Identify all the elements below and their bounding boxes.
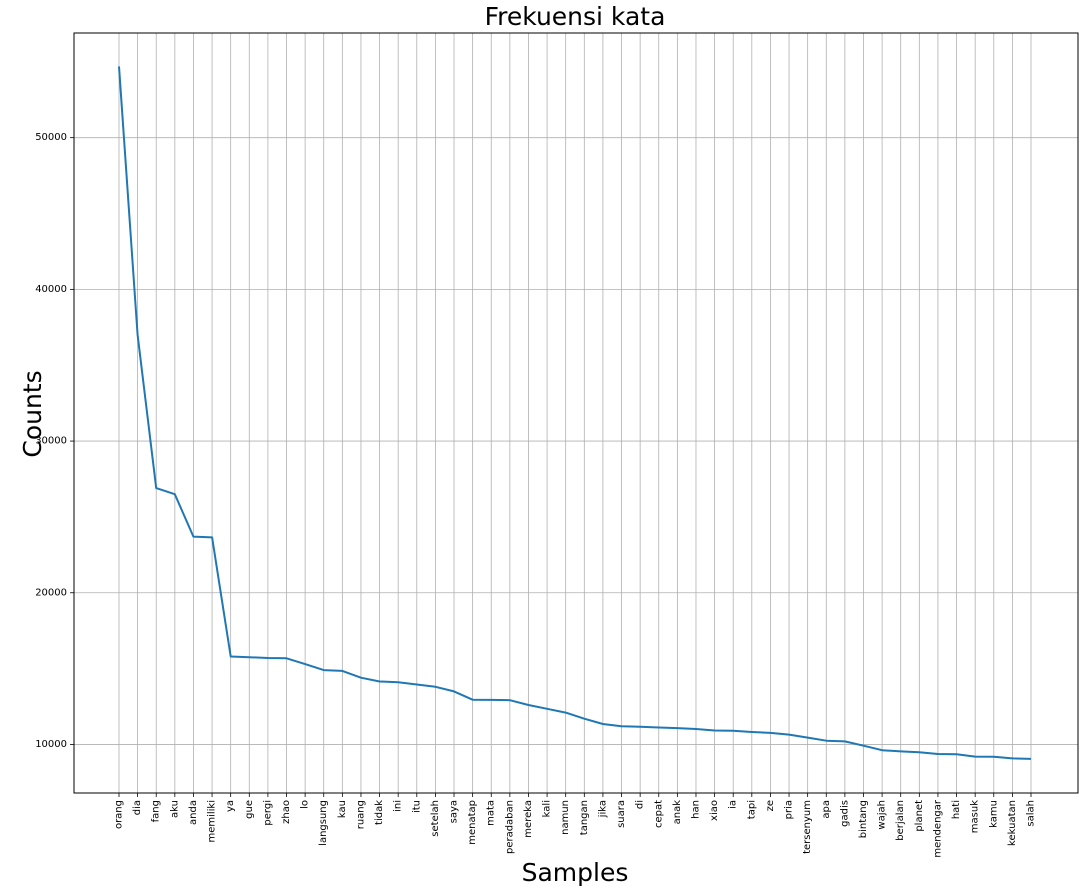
x-tick-label: itu [411, 800, 422, 813]
y-tick-label: 40000 [35, 284, 67, 295]
y-axis-title: Counts [18, 370, 47, 457]
plot-frame [73, 32, 1079, 794]
x-tick-label: setelah [430, 800, 441, 837]
x-tick-label: langsung [318, 800, 329, 846]
x-tick-label: kau [337, 800, 348, 818]
y-tick-label: 30000 [35, 436, 67, 447]
x-tick-label: gadis [839, 800, 850, 827]
x-tick-label: ini [393, 800, 404, 812]
x-tick-label: dia [132, 800, 143, 815]
x-tick-label: salah [1026, 800, 1037, 827]
x-tick-label: zhao [281, 800, 292, 824]
x-axis-title: Samples [522, 858, 629, 887]
x-tick-label: mata [486, 800, 497, 826]
x-tick-label: tersenyum [802, 800, 813, 854]
series-line [118, 66, 1032, 760]
x-tick-label: mereka [523, 800, 534, 838]
x-tick-label: pria [784, 800, 795, 819]
x-gridlines [118, 33, 1032, 793]
x-tick-label: masuk [970, 800, 981, 833]
x-tick-label: peradaban [504, 800, 515, 854]
x-tick-label: planet [914, 800, 925, 832]
x-tick-label: gue [244, 800, 255, 819]
x-tick-label: pergi [262, 800, 273, 826]
x-tick-label: ze [765, 800, 776, 811]
x-tick-label: kamu [988, 800, 999, 828]
y-tick-label: 20000 [35, 587, 67, 598]
x-tick-label: ya [225, 800, 236, 812]
x-tick-label: lo [300, 800, 311, 809]
y-tick-label: 50000 [35, 132, 67, 143]
x-tick-label: fang [151, 800, 162, 822]
x-tick-label: han [690, 800, 701, 819]
x-tick-label: tapi [746, 800, 757, 819]
x-tick-label: menatap [467, 800, 478, 845]
x-tick-label: mendengar [932, 799, 943, 858]
x-tick-label: ruang [355, 800, 366, 829]
x-tick-label: bintang [858, 800, 869, 838]
x-tick-label: wajah [877, 800, 888, 830]
x-tick-label: tangan [579, 800, 590, 835]
x-axis-ticks: orang dia fang aku anda memiliki ya gue pergi zha… [114, 793, 1037, 858]
x-tick-label: saya [449, 800, 460, 823]
x-tick-label: namun [560, 800, 571, 835]
y-gridlines [74, 137, 1078, 745]
x-tick-label: ia [728, 800, 739, 809]
x-tick-label: kali [542, 800, 553, 817]
x-tick-label: hati [951, 800, 962, 819]
x-tick-label: xiao [709, 800, 720, 821]
x-tick-label: memiliki [207, 800, 218, 843]
chart-title: Frekuensi kata [485, 2, 666, 31]
x-tick-label: kekuatan [1007, 800, 1018, 846]
y-tick-label: 10000 [35, 739, 67, 750]
x-tick-label: anak [672, 800, 683, 825]
x-tick-label: anda [188, 800, 199, 825]
x-tick-label: aku [169, 800, 180, 818]
x-tick-label: cepat [653, 800, 664, 828]
x-tick-label: suara [616, 800, 627, 828]
x-tick-label: apa [821, 800, 832, 819]
y-axis-ticks: 10000 20000 30000 40000 50000 [35, 132, 74, 750]
x-tick-label: jika [597, 800, 608, 818]
x-tick-label: tidak [374, 800, 385, 825]
x-tick-label: berjalan [895, 800, 906, 841]
x-tick-label: orang [114, 800, 125, 829]
x-tick-label: di [635, 800, 646, 809]
